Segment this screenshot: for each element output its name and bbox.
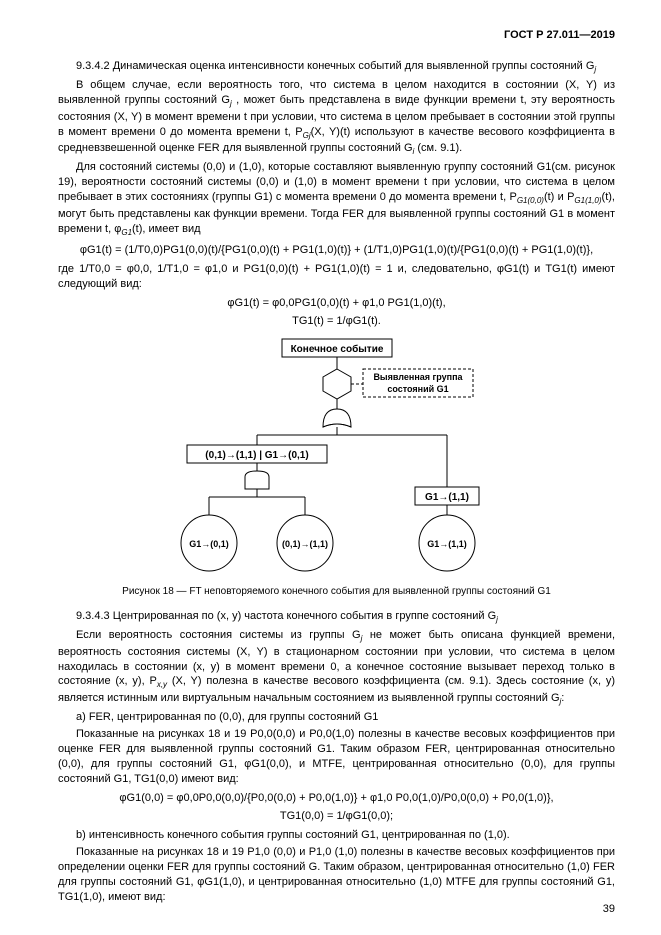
node-right-label: G1→(1,1) (425, 492, 469, 503)
doc-code: ГОСТ Р 27.011—2019 (58, 28, 615, 43)
para-shown-a: Показанные на рисунках 18 и 19 P0,0(0,0)… (58, 727, 615, 786)
section-num: 9.3.4.2 Динамическая оценка интенсивност… (76, 60, 594, 72)
text-span: (t), имеет вид (132, 223, 201, 235)
sub-xy: x,y (157, 681, 167, 690)
sub-gj: Gj (303, 131, 311, 140)
figure-caption: Рисунок 18 — FT неповторяемого конечного… (58, 585, 615, 599)
sub-g1: G1 (121, 228, 132, 237)
leaf-1: G1→(0,1) (189, 539, 229, 549)
node-left-label: (0,1)→(1,1) | G1→(0,1) (205, 450, 308, 461)
page: ГОСТ Р 27.011—2019 9.3.4.2 Динамическая … (0, 0, 661, 935)
sub-j: j (594, 65, 596, 74)
para-9-3-4-2: 9.3.4.2 Динамическая оценка интенсивност… (58, 59, 615, 76)
page-number: 39 (603, 902, 615, 917)
top-label: Конечное событие (290, 343, 383, 355)
formula-3: TG1(t) = 1/φG1(t). (58, 314, 615, 329)
ft-diagram: Конечное событие Выявленная группа состо… (147, 337, 527, 577)
text-span: Если вероятность состояния системы из гр… (76, 629, 361, 641)
sub-g100: G1(0,0) (517, 196, 544, 205)
group-label-1: Выявленная группа (373, 372, 463, 382)
formula-2: φG1(t) = φ0,0PG1(0,0)(t) + φ1,0 PG1(1,0)… (58, 296, 615, 311)
text-span: (t) и P (544, 191, 574, 203)
leaf-2: (0,1)→(1,1) (281, 539, 327, 549)
para-b: b) интенсивность конечного события групп… (58, 828, 615, 843)
formula-1: φG1(t) = (1/T0,0)PG1(0,0)(t)/{PG1(0,0)(t… (58, 243, 615, 258)
para-9-3-4-3: 9.3.4.3 Центрированная по (x, y) частота… (58, 609, 615, 626)
sub-j: j (496, 615, 498, 624)
section-num: 9.3.4.3 Центрированная по (x, y) частота… (76, 610, 496, 622)
text-span: (см. 9.1). (414, 142, 462, 154)
para-a: a) FER, центрированная по (0,0), для гру… (58, 710, 615, 725)
para-if: Если вероятность состояния системы из гр… (58, 628, 615, 709)
para-states: Для состояний системы (0,0) и (1,0), кот… (58, 160, 615, 239)
leaf-3: G1→(1,1) (427, 539, 467, 549)
group-label-2: состояний G1 (387, 384, 448, 394)
text-span: : (561, 692, 564, 704)
sub-g110: G1(1,0) (574, 196, 601, 205)
formula-4: φG1(0,0) = φ0,0P0,0(0,0)/{P0,0(0,0) + P0… (58, 791, 615, 806)
para-where: где 1/T0,0 = φ0,0, 1/T1,0 = φ1,0 и PG1(0… (58, 262, 615, 292)
formula-5: TG1(0,0) = 1/φG1(0,0); (58, 809, 615, 824)
para-general: В общем случае, если вероятность того, ч… (58, 78, 615, 159)
para-shown-b: Показанные на рисунках 18 и 19 P1,0 (0,0… (58, 845, 615, 904)
